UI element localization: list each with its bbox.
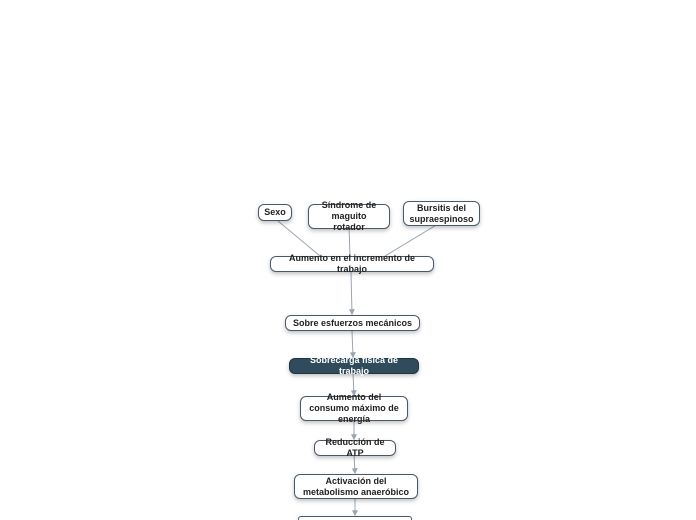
node-label: Sexo	[264, 207, 286, 218]
node-label: Sobrecarga física de trabajo	[296, 355, 412, 377]
node-aumento-consumo[interactable]: Aumento del consumo máximo de energía	[300, 396, 408, 421]
node-reduccion-atp[interactable]: Reducción de ATP	[314, 440, 396, 456]
node-label: Reducción de ATP	[321, 437, 389, 459]
node-sobrecarga-fisica[interactable]: Sobrecarga física de trabajo	[289, 358, 419, 374]
node-label: Síndrome de maguito rotador	[315, 200, 383, 232]
node-bursitis[interactable]: Bursitis del supraespinoso	[403, 201, 480, 226]
node-sindrome-maguito[interactable]: Síndrome de maguito rotador	[308, 204, 390, 229]
node-label: Bursitis del supraespinoso	[410, 203, 474, 225]
node-label: Activación del metabolismo anaeróbico	[301, 476, 411, 498]
node-label: Aumento en el incremento de trabajo	[277, 253, 427, 275]
node-label: Aumento del consumo máximo de energía	[307, 392, 401, 424]
node-label: Sobre esfuerzos mecánicos	[293, 318, 412, 329]
node-aumento-trabajo[interactable]: Aumento en el incremento de trabajo	[270, 256, 434, 272]
node-sobre-esfuerzos[interactable]: Sobre esfuerzos mecánicos	[285, 315, 420, 331]
node-metabolismo-anaerobico[interactable]: Activación del metabolismo anaeróbico	[294, 474, 418, 499]
flowchart-canvas: { "diagram": { "type": "flowchart", "bac…	[0, 0, 696, 520]
node-partial-bottom[interactable]	[298, 516, 412, 520]
node-sexo[interactable]: Sexo	[258, 204, 292, 221]
